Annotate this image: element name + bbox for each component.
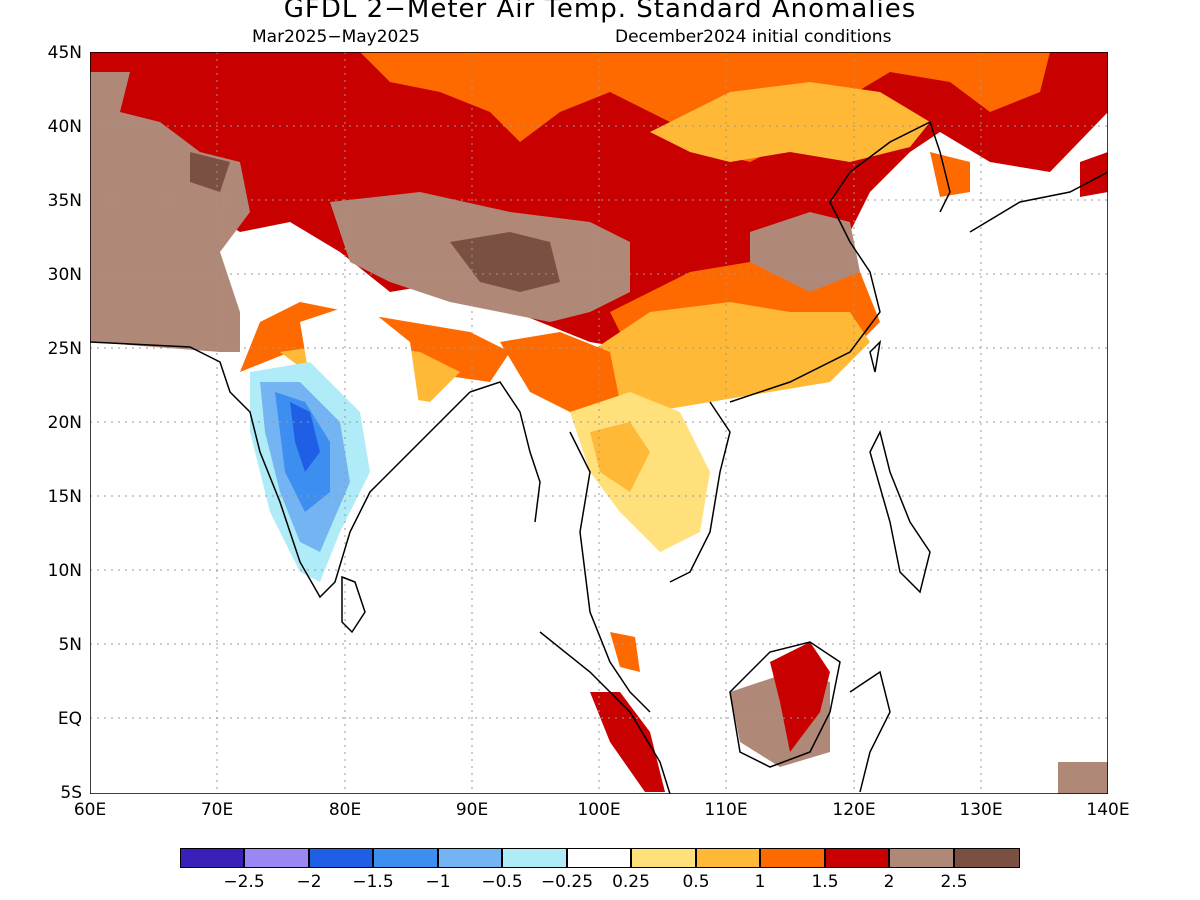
coast-vietnam bbox=[669, 401, 731, 583]
coastlines bbox=[90, 121, 1108, 794]
region-new-guinea-brown bbox=[1058, 762, 1108, 794]
colorbar-swatch bbox=[825, 848, 889, 868]
region-sumatra-red bbox=[590, 692, 665, 792]
coast-korea bbox=[929, 121, 951, 213]
coast-sulawesi bbox=[849, 670, 891, 793]
region-afghan-dark-brown bbox=[190, 152, 230, 192]
lat-label-20n: 20N bbox=[47, 413, 82, 433]
coast-bay-east bbox=[469, 381, 541, 523]
colorbar-label: −0.5 bbox=[481, 872, 523, 892]
coast-china bbox=[729, 121, 931, 403]
colorbar-swatch bbox=[567, 848, 631, 868]
lat-label-15n: 15N bbox=[47, 487, 82, 507]
lat-label-25n: 25N bbox=[47, 339, 82, 359]
lon-label-140e: 140E bbox=[1086, 800, 1130, 820]
coast-sumatra bbox=[539, 631, 671, 794]
region-india-cool-deep bbox=[290, 402, 320, 472]
lon-label-120e: 120E bbox=[832, 800, 876, 820]
lat-label-eq: EQ bbox=[57, 709, 82, 729]
lat-label-5s: 5S bbox=[60, 783, 82, 803]
region-west-brown bbox=[90, 72, 250, 352]
colorbar-label: 0.5 bbox=[682, 872, 710, 892]
colorbar-swatch bbox=[631, 848, 696, 868]
colorbar-label: 0.25 bbox=[612, 872, 650, 892]
lon-label-70e: 70E bbox=[200, 800, 234, 820]
colorbar-label: −2.5 bbox=[223, 872, 265, 892]
region-mongolia-light-orange bbox=[650, 82, 930, 162]
graticule bbox=[90, 52, 1108, 794]
lat-label-45n: 45N bbox=[47, 43, 82, 63]
colorbar-swatch bbox=[309, 848, 373, 868]
anomaly-fill bbox=[90, 52, 1108, 794]
lat-label-30n: 30N bbox=[47, 265, 82, 285]
colorbar-label: 2.5 bbox=[940, 872, 968, 892]
colorbar-swatch bbox=[954, 848, 1020, 868]
coast-philippines bbox=[869, 429, 931, 594]
colorbar-swatch bbox=[373, 848, 438, 868]
region-korea-orange bbox=[930, 152, 970, 197]
lon-label-90e: 90E bbox=[455, 800, 489, 820]
lon-label-110e: 110E bbox=[704, 800, 748, 820]
colorbar-label: −1.5 bbox=[352, 872, 394, 892]
region-malaya-orange bbox=[610, 632, 640, 672]
colorbar-label: −2 bbox=[296, 872, 322, 892]
colorbar-swatch bbox=[244, 848, 309, 868]
region-south-china-light-orange bbox=[590, 302, 870, 412]
coast-indochina bbox=[569, 431, 651, 713]
colorbar-swatch bbox=[438, 848, 502, 868]
region-japan-red bbox=[1080, 152, 1108, 197]
coast-srilanka bbox=[341, 575, 366, 634]
lat-label-5n: 5N bbox=[58, 635, 82, 655]
lon-label-100e: 100E bbox=[577, 800, 621, 820]
anomaly-map bbox=[90, 52, 1108, 794]
colorbar-swatch bbox=[502, 848, 567, 868]
colorbar-swatch bbox=[180, 848, 244, 868]
colorbar-label: −0.25 bbox=[540, 872, 594, 892]
region-tibet-dark-brown bbox=[450, 232, 560, 292]
colorbar-label: 2 bbox=[883, 872, 895, 892]
coast-india bbox=[90, 341, 471, 599]
lon-label-80e: 80E bbox=[328, 800, 362, 820]
map-title: GFDL 2−Meter Air Temp. Standard Anomalie… bbox=[283, 0, 917, 24]
colorbar-label: 1.5 bbox=[811, 872, 839, 892]
forecast-period: Mar2025−May2025 bbox=[252, 27, 420, 47]
region-china-brown bbox=[750, 212, 860, 292]
region-myanmar-orange bbox=[500, 332, 620, 412]
colorbar-swatch bbox=[696, 848, 760, 868]
lat-label-10n: 10N bbox=[47, 561, 82, 581]
lat-label-35n: 35N bbox=[47, 191, 82, 211]
lon-label-60e: 60E bbox=[73, 800, 107, 820]
colorbar-swatch bbox=[889, 848, 954, 868]
region-borneo-red bbox=[770, 642, 830, 752]
coast-borneo bbox=[729, 641, 841, 768]
coast-taiwan bbox=[869, 339, 882, 373]
region-indochina-light-orange bbox=[590, 422, 650, 492]
colorbar-swatch bbox=[760, 848, 825, 868]
region-india-neutral bbox=[300, 302, 420, 432]
colorbar-label: 1 bbox=[754, 872, 766, 892]
colorbar-label: −1 bbox=[425, 872, 451, 892]
lon-label-130e: 130E bbox=[959, 800, 1003, 820]
lat-label-40n: 40N bbox=[47, 117, 82, 137]
initial-conditions: December2024 initial conditions bbox=[615, 27, 892, 47]
coast-japan bbox=[969, 171, 1108, 233]
